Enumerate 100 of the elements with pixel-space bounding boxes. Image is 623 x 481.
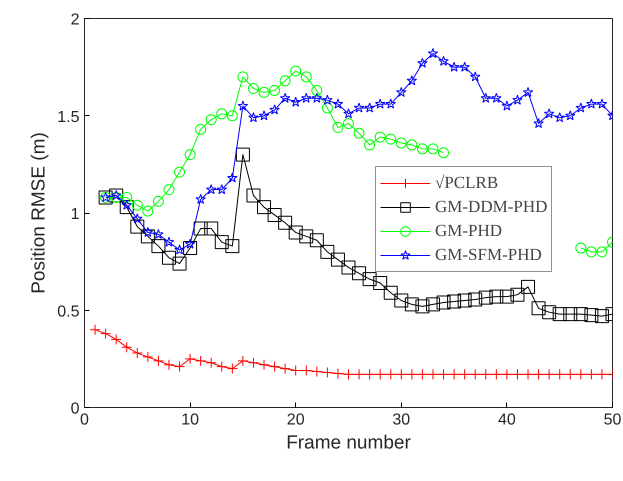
point [416, 143, 428, 154]
point [258, 359, 270, 370]
point [384, 286, 398, 300]
point [121, 192, 132, 203]
point [416, 368, 428, 380]
y-tick-label: 2 [70, 12, 80, 28]
point [364, 368, 376, 380]
point [174, 361, 186, 372]
point [489, 290, 504, 304]
point [406, 139, 418, 150]
point [554, 112, 565, 122]
point [343, 368, 354, 380]
point [354, 102, 364, 113]
point [322, 94, 333, 105]
point [311, 366, 322, 378]
point [268, 208, 282, 222]
point [374, 368, 386, 380]
point [343, 108, 354, 118]
point [438, 368, 450, 380]
point [544, 108, 554, 118]
y-tick-label: 0.5 [57, 303, 80, 320]
point [470, 368, 481, 380]
point [448, 62, 460, 72]
point [142, 351, 154, 362]
point [502, 100, 512, 111]
y-tick-label: 1.5 [57, 108, 80, 126]
point [269, 84, 280, 96]
point [396, 137, 407, 148]
point [195, 124, 206, 135]
point [478, 290, 493, 305]
point [216, 184, 228, 194]
point [162, 250, 176, 265]
point [246, 188, 260, 202]
point [225, 239, 240, 254]
point [404, 297, 419, 312]
legend-label: √PCLRB [435, 172, 498, 194]
point [248, 112, 259, 122]
point [174, 166, 186, 178]
point [183, 241, 198, 256]
point [532, 301, 546, 316]
point [204, 222, 218, 236]
point [288, 225, 303, 240]
x-tick-label: 10 [181, 412, 200, 428]
y-tick-label: 0 [70, 400, 80, 418]
point [385, 368, 396, 380]
point [480, 368, 492, 380]
x-tick-label: 30 [392, 412, 410, 428]
point [195, 194, 206, 204]
point [575, 368, 586, 380]
point [470, 71, 480, 82]
point [586, 246, 597, 258]
legend-label: GM-PHD [435, 220, 502, 242]
point [290, 96, 301, 107]
point [311, 84, 322, 96]
point [100, 328, 112, 340]
point [552, 307, 567, 322]
point [184, 353, 196, 364]
point [427, 143, 438, 154]
point [500, 290, 514, 304]
point [586, 98, 597, 109]
point [575, 242, 586, 254]
point [417, 58, 428, 68]
point [586, 368, 597, 380]
point [152, 355, 164, 366]
point [427, 368, 438, 380]
point [312, 92, 322, 103]
point [184, 149, 196, 160]
point [438, 147, 450, 158]
point [300, 71, 312, 82]
point [90, 324, 101, 336]
point [510, 288, 524, 302]
point [447, 294, 462, 308]
point [195, 355, 206, 366]
point [163, 359, 174, 370]
point [512, 94, 523, 105]
point [415, 299, 430, 314]
point [132, 213, 143, 224]
point [130, 220, 144, 234]
point [174, 244, 185, 254]
point [269, 104, 280, 114]
point [491, 92, 502, 103]
point [206, 357, 217, 368]
point [258, 110, 270, 120]
point [332, 98, 344, 109]
point [533, 118, 544, 128]
point [214, 235, 229, 250]
point [332, 368, 344, 379]
point [110, 334, 122, 345]
point [396, 86, 407, 97]
point [459, 368, 470, 380]
x-axis-title: Frame number [286, 432, 412, 454]
point [206, 114, 217, 126]
point [206, 184, 216, 194]
point [426, 297, 440, 312]
point [278, 216, 292, 230]
point [594, 309, 609, 324]
point [501, 368, 512, 380]
point [164, 236, 174, 247]
point [565, 110, 576, 120]
legend-label: GM-SFM-PHD [435, 244, 542, 266]
